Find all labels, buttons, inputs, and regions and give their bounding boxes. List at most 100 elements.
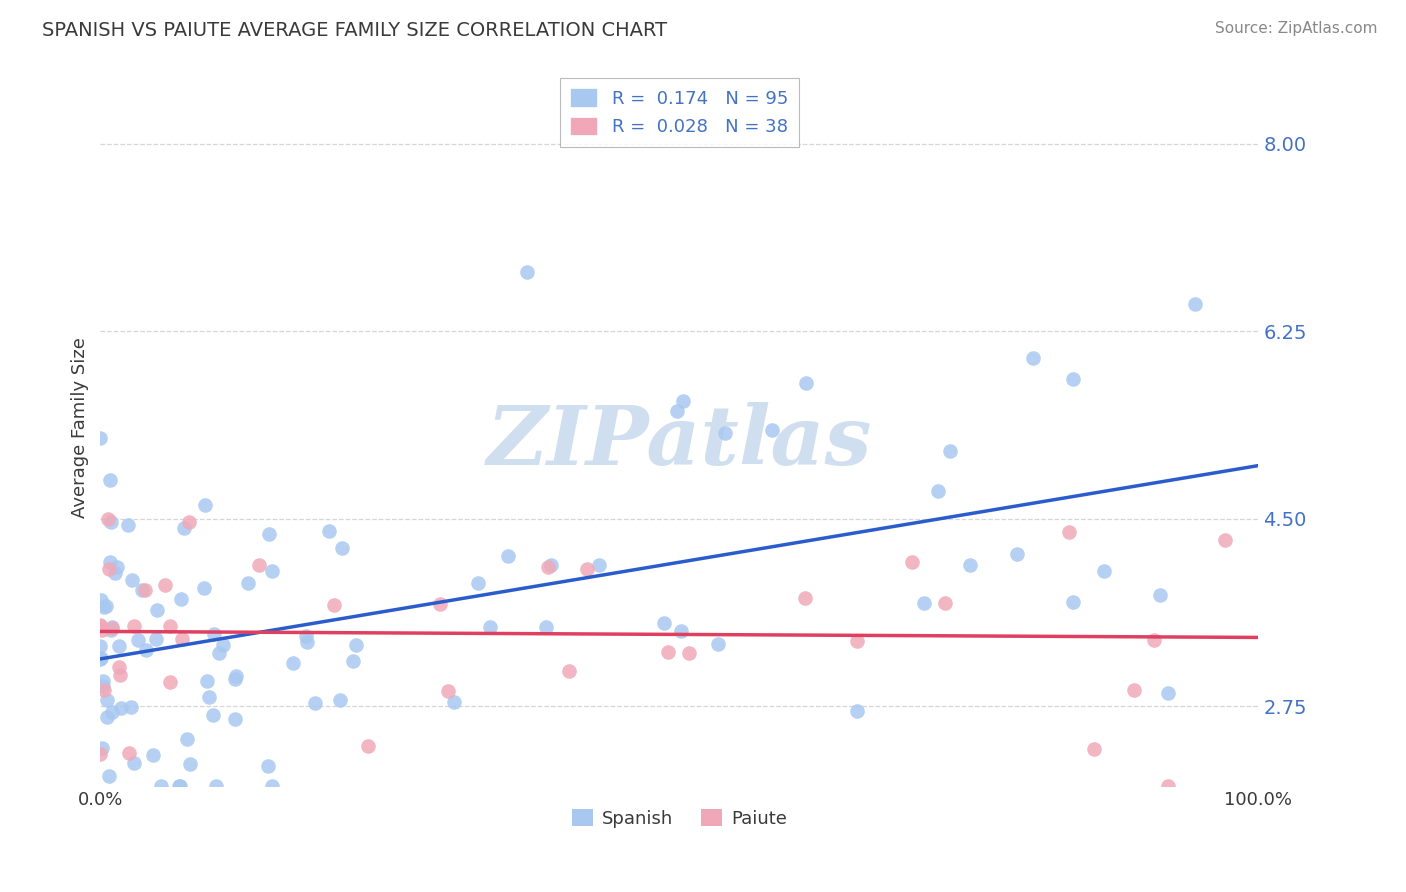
Point (167, 780, 190, 794)
Point (134, 582, 156, 597)
Point (201, 708, 224, 723)
Point (1005, 547, 1028, 561)
Point (108, 660, 131, 674)
Point (1157, 780, 1180, 794)
Point (93, 600, 115, 615)
Point (142, 748, 165, 763)
Point (257, 759, 280, 773)
Point (89, 431, 111, 445)
Point (153, 578, 176, 592)
Point (260, 565, 283, 579)
Point (193, 582, 215, 596)
Point (1083, 741, 1105, 756)
Point (89, 652, 111, 666)
Point (342, 654, 364, 668)
Point (127, 632, 149, 647)
Point (121, 573, 143, 587)
Point (205, 780, 228, 794)
Point (318, 524, 340, 538)
Point (212, 638, 235, 652)
Point (1149, 589, 1171, 603)
Point (1062, 595, 1084, 609)
Point (1143, 632, 1166, 647)
Point (159, 675, 181, 690)
Point (97, 562, 120, 576)
Point (588, 558, 610, 572)
Point (173, 521, 195, 535)
Point (1184, 297, 1206, 311)
Point (323, 599, 346, 613)
Point (159, 618, 181, 632)
Point (101, 620, 124, 634)
Point (1092, 564, 1115, 578)
Point (122, 619, 145, 633)
Point (259, 527, 281, 541)
Point (297, 634, 319, 648)
Point (260, 780, 283, 794)
Point (118, 746, 141, 760)
Point (516, 265, 538, 279)
Point (100, 515, 122, 529)
Point (110, 668, 132, 682)
Point (208, 646, 231, 660)
Point (1157, 686, 1180, 700)
Point (170, 592, 193, 607)
Point (150, 780, 173, 794)
Point (98, 555, 121, 569)
Point (1022, 351, 1045, 365)
Point (90, 593, 112, 607)
Point (179, 756, 201, 771)
Point (295, 629, 318, 643)
Point (89, 639, 111, 653)
Point (927, 484, 949, 499)
Point (98, 769, 121, 783)
Point (1059, 524, 1081, 539)
Point (107, 639, 129, 653)
Point (959, 558, 981, 572)
Point (429, 597, 451, 611)
Point (89, 617, 111, 632)
Point (678, 646, 700, 660)
Point (657, 644, 679, 658)
Point (934, 596, 956, 610)
Point (117, 517, 139, 532)
Point (794, 591, 817, 605)
Point (91, 679, 114, 693)
Point (135, 643, 157, 657)
Point (576, 561, 599, 575)
Point (120, 700, 142, 714)
Point (247, 558, 270, 572)
Point (91, 623, 114, 637)
Point (669, 624, 692, 639)
Point (330, 541, 353, 556)
Point (281, 657, 304, 671)
Point (96, 710, 118, 724)
Point (93, 683, 115, 698)
Point (194, 499, 217, 513)
Point (101, 705, 124, 719)
Point (145, 602, 167, 616)
Point (794, 376, 817, 390)
Point (329, 693, 352, 707)
Point (912, 596, 935, 610)
Point (443, 695, 465, 709)
Point (707, 637, 730, 651)
Point (94, 599, 117, 613)
Point (236, 576, 259, 591)
Point (177, 515, 200, 529)
Point (536, 559, 558, 574)
Point (202, 627, 225, 641)
Point (224, 712, 246, 726)
Point (652, 615, 675, 630)
Point (145, 632, 167, 647)
Text: ZIPatlas: ZIPatlas (486, 402, 872, 482)
Point (105, 559, 128, 574)
Point (100, 621, 122, 635)
Point (195, 674, 218, 689)
Point (540, 558, 562, 572)
Text: Source: ZipAtlas.com: Source: ZipAtlas.com (1215, 21, 1378, 36)
Point (104, 566, 127, 581)
Point (846, 633, 869, 648)
Text: SPANISH VS PAIUTE AVERAGE FAMILY SIZE CORRELATION CHART: SPANISH VS PAIUTE AVERAGE FAMILY SIZE CO… (42, 21, 668, 39)
Point (671, 393, 693, 408)
